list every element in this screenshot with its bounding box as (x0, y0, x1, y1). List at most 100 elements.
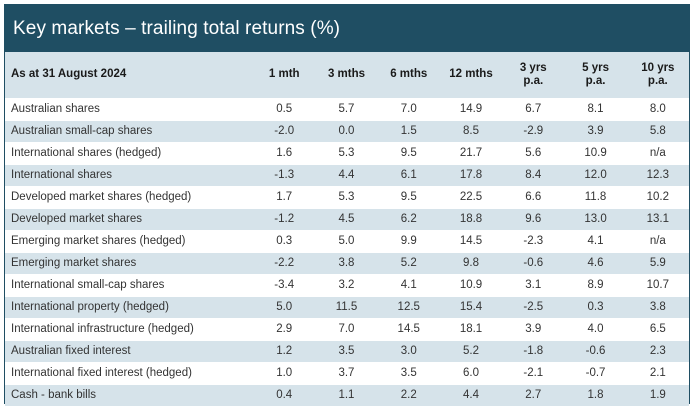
return-value-cell: 4.1 (564, 229, 627, 252)
market-name-cell: International property (hedged) (5, 295, 254, 318)
return-value-cell: 0.0 (315, 119, 378, 142)
return-value-cell: 13.1 (626, 207, 689, 230)
market-name-cell: International infrastructure (hedged) (5, 317, 254, 340)
return-value-cell: 3.2 (315, 273, 378, 296)
market-name-cell: International small-cap shares (5, 273, 254, 296)
table-row: Developed market shares (hedged) 1.7 5.3 9.… (5, 185, 689, 208)
return-value-cell: 8.9 (564, 273, 627, 296)
return-value-cell: 6.6 (502, 185, 565, 208)
return-value-cell: 4.4 (439, 383, 503, 406)
return-value-cell: 6.1 (377, 163, 440, 186)
return-value-cell: 14.5 (439, 229, 503, 252)
table-row: Cash - bank bills 0.4 1.1 2.2 4.4 2.7 1.8 1.9 (5, 383, 689, 406)
table-row: International small-cap shares -3.4 3.2 4.1… (5, 273, 689, 296)
market-name-cell: International shares (hedged) (5, 141, 254, 164)
return-value-cell: 18.8 (439, 207, 503, 230)
return-value-cell: 3.8 (626, 295, 689, 318)
returns-table-panel: Key markets – trailing total returns (%)… (4, 4, 690, 406)
return-value-cell: 9.5 (377, 185, 440, 208)
return-value-cell: 3.5 (315, 339, 378, 362)
return-value-cell: -2.9 (502, 119, 565, 142)
return-value-cell: -1.8 (502, 339, 565, 362)
return-value-cell: 5.2 (439, 339, 503, 362)
as-at-date-header: As at 31 August 2024 (11, 68, 127, 81)
return-value-cell: 0.3 (253, 229, 316, 252)
market-name-cell: Australian fixed interest (5, 339, 254, 362)
return-value-cell: 17.8 (439, 163, 503, 186)
return-value-cell: 0.4 (253, 383, 316, 406)
return-value-cell: 1.0 (253, 361, 316, 384)
return-value-cell: 3.5 (377, 361, 440, 384)
return-value-cell: 6.7 (502, 97, 565, 120)
return-value-cell: 9.8 (439, 251, 503, 274)
return-value-cell: n/a (626, 141, 689, 164)
return-value-cell: 2.2 (377, 383, 440, 406)
column-header: 6 mths (390, 68, 428, 81)
return-value-cell: 6.2 (377, 207, 440, 230)
return-value-cell: 4.5 (315, 207, 378, 230)
return-value-cell: 9.9 (377, 229, 440, 252)
return-value-cell: -2.3 (502, 229, 565, 252)
return-value-cell: 5.3 (315, 185, 378, 208)
return-value-cell: 14.5 (377, 317, 440, 340)
column-header: 12 mths (449, 68, 493, 81)
return-value-cell: -3.4 (253, 273, 316, 296)
return-value-cell: 5.7 (315, 97, 378, 120)
return-value-cell: 7.0 (315, 317, 378, 340)
return-value-cell: -0.7 (564, 361, 627, 384)
return-value-cell: 10.9 (564, 141, 627, 164)
return-value-cell: 11.5 (315, 295, 378, 318)
return-value-cell: 4.6 (564, 251, 627, 274)
table-row: International shares (hedged) 1.6 5.3 9.5 21… (5, 141, 689, 164)
return-value-cell: -1.2 (253, 207, 316, 230)
return-value-cell: 5.2 (377, 251, 440, 274)
table-row: Emerging market shares (hedged) 0.3 5.0 9.9… (5, 229, 689, 252)
return-value-cell: 1.2 (253, 339, 316, 362)
table-row: Developed market shares -1.2 4.5 6.2 18.8 9.6… (5, 207, 689, 230)
table-row: International property (hedged) 5.0 11.5 12… (5, 295, 689, 318)
return-value-cell: -0.6 (502, 251, 565, 274)
return-value-cell: 1.6 (253, 141, 316, 164)
return-value-cell: -2.2 (253, 251, 316, 274)
table-row: Australian small-cap shares -2.0 0.0 1.5 8.5… (5, 119, 689, 142)
return-value-cell: 12.3 (626, 163, 689, 186)
return-value-cell: 10.7 (626, 273, 689, 296)
return-value-cell: 5.0 (315, 229, 378, 252)
return-value-cell: 1.8 (564, 383, 627, 406)
return-value-cell: 9.6 (502, 207, 565, 230)
return-value-cell: -2.5 (502, 295, 565, 318)
return-value-cell: 9.5 (377, 141, 440, 164)
table-row: Australian shares 0.5 5.7 7.0 14.9 6.7 8.1 8.0 (5, 97, 689, 120)
return-value-cell: 5.8 (626, 119, 689, 142)
column-header: 3 yrs p.a. (519, 61, 547, 87)
return-value-cell: 13.0 (564, 207, 627, 230)
market-name-cell: Australian shares (5, 97, 254, 120)
return-value-cell: 5.0 (253, 295, 316, 318)
return-value-cell: 5.9 (626, 251, 689, 274)
return-value-cell: -0.6 (564, 339, 627, 362)
table-row: Emerging market shares -2.2 3.8 5.2 9.8 -0.6 4… (5, 251, 689, 274)
return-value-cell: 3.0 (377, 339, 440, 362)
return-value-cell: 4.0 (564, 317, 627, 340)
return-value-cell: 2.3 (626, 339, 689, 362)
return-value-cell: 6.5 (626, 317, 689, 340)
return-value-cell: 3.9 (564, 119, 627, 142)
market-name-cell: Emerging market shares (hedged) (5, 229, 254, 252)
return-value-cell: 7.0 (377, 97, 440, 120)
table-row: International shares -1.3 4.4 6.1 17.8 8.4 12.… (5, 163, 689, 186)
return-value-cell: 8.5 (439, 119, 503, 142)
table-body: Australian shares 0.5 5.7 7.0 14.9 6.7 8.1 8.0 A… (5, 97, 689, 406)
column-header: 1 mth (268, 68, 300, 81)
return-value-cell: 11.8 (564, 185, 627, 208)
return-value-cell: 8.0 (626, 97, 689, 120)
table-row: International fixed interest (hedged) 1.0… (5, 361, 689, 384)
market-name-cell: International fixed interest (hedged) (5, 361, 254, 384)
return-value-cell: 8.4 (502, 163, 565, 186)
return-value-cell: 14.9 (439, 97, 503, 120)
return-value-cell: 2.1 (626, 361, 689, 384)
return-value-cell: 12.0 (564, 163, 627, 186)
column-header: 10 yrs p.a. (641, 61, 675, 87)
return-value-cell: 3.9 (502, 317, 565, 340)
return-value-cell: 6.0 (439, 361, 503, 384)
return-value-cell: 3.8 (315, 251, 378, 274)
